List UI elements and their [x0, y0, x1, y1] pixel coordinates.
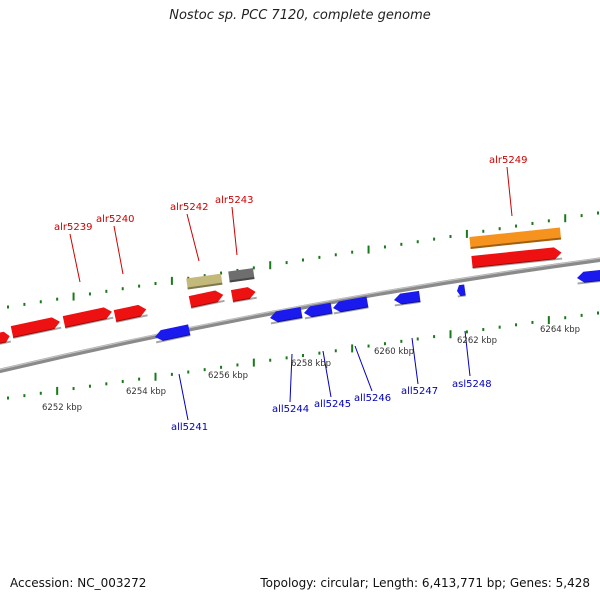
leader-alr5243 — [231, 206, 238, 256]
gene-arrow-right-edge[interactable] — [576, 269, 600, 285]
gene-label-alr5243[interactable]: alr5243 — [215, 195, 253, 206]
leader-alr5239 — [69, 233, 81, 283]
scale-label: 6260 kbp — [374, 347, 414, 357]
feature-alr5249[interactable] — [469, 227, 562, 249]
gene-arrow-all5247[interactable] — [393, 290, 421, 307]
leader-alr5242 — [186, 213, 200, 262]
gene-label-all5246[interactable]: all5246 — [354, 393, 391, 404]
gene-label-alr5249[interactable]: alr5249 — [489, 155, 527, 166]
scale-label: 6256 kbp — [208, 371, 248, 381]
upper-tick-track — [7, 211, 599, 309]
gene-arrow-alr5240b[interactable] — [113, 303, 148, 323]
gene-arrow-alr5249[interactable] — [471, 247, 563, 269]
leader-all5245 — [322, 350, 332, 398]
gene-label-alr5242[interactable]: alr5242 — [170, 202, 208, 213]
gene-arrow-all5241[interactable] — [154, 324, 191, 344]
gene-arrow-alr5239[interactable] — [10, 316, 62, 339]
gene-label-alr5239[interactable]: alr5239 — [54, 222, 92, 233]
gene-label-all5241[interactable]: all5241 — [171, 422, 208, 433]
leader-all5241 — [178, 373, 189, 421]
feature-track — [0, 227, 600, 346]
gene-label-alr5240[interactable]: alr5240 — [96, 214, 134, 225]
gene-arrow-alr5242[interactable] — [188, 289, 225, 309]
scale-label: 6264 kbp — [540, 325, 580, 335]
leader-all5247 — [411, 337, 419, 385]
genome-summary: Topology: circular; Length: 6,413,771 bp… — [260, 576, 590, 590]
gene-arrow-alr5243[interactable] — [230, 286, 257, 303]
label-leader-lines — [69, 166, 513, 421]
scale-label: 6258 kbp — [291, 359, 331, 369]
scale-label: 6262 kbp — [457, 336, 497, 346]
gene-label-asl5248[interactable]: asl5248 — [452, 379, 492, 390]
gene-arrow-asl5248[interactable] — [456, 284, 466, 298]
scale-label: 6252 kbp — [42, 403, 82, 413]
leader-all5246 — [354, 345, 373, 392]
gene-arrow-all5245[interactable] — [303, 302, 333, 320]
scale-labels: 6252 kbp 6254 kbp 6256 kbp 6258 kbp 6260… — [42, 325, 580, 413]
gene-arrow-all5244[interactable] — [269, 307, 303, 325]
scale-label: 6254 kbp — [126, 387, 166, 397]
gene-label-all5245[interactable]: all5245 — [314, 399, 351, 410]
leader-all5244 — [289, 353, 293, 403]
gene-labels: alr5239 alr5240 all5241 alr5242 alr5243 … — [54, 155, 527, 433]
gene-arrow-alr5240[interactable] — [62, 306, 114, 329]
feature-alr5243[interactable] — [228, 268, 255, 283]
gene-label-all5244[interactable]: all5244 — [272, 404, 309, 415]
map-title: Nostoc sp. PCC 7120, complete genome — [169, 8, 431, 23]
leader-alr5249 — [506, 166, 513, 217]
accession-label: Accession: NC_003272 — [10, 576, 147, 590]
genome-backbone-highlight — [0, 257, 600, 370]
leader-asl5248 — [464, 330, 471, 377]
gene-label-all5247[interactable]: all5247 — [401, 386, 438, 397]
leader-alr5240 — [113, 225, 124, 275]
gene-arrow-partial-left[interactable] — [0, 331, 12, 346]
gene-arrow-all5246[interactable] — [332, 296, 369, 315]
lower-tick-track — [7, 311, 599, 400]
feature-alr5242[interactable] — [186, 273, 223, 290]
